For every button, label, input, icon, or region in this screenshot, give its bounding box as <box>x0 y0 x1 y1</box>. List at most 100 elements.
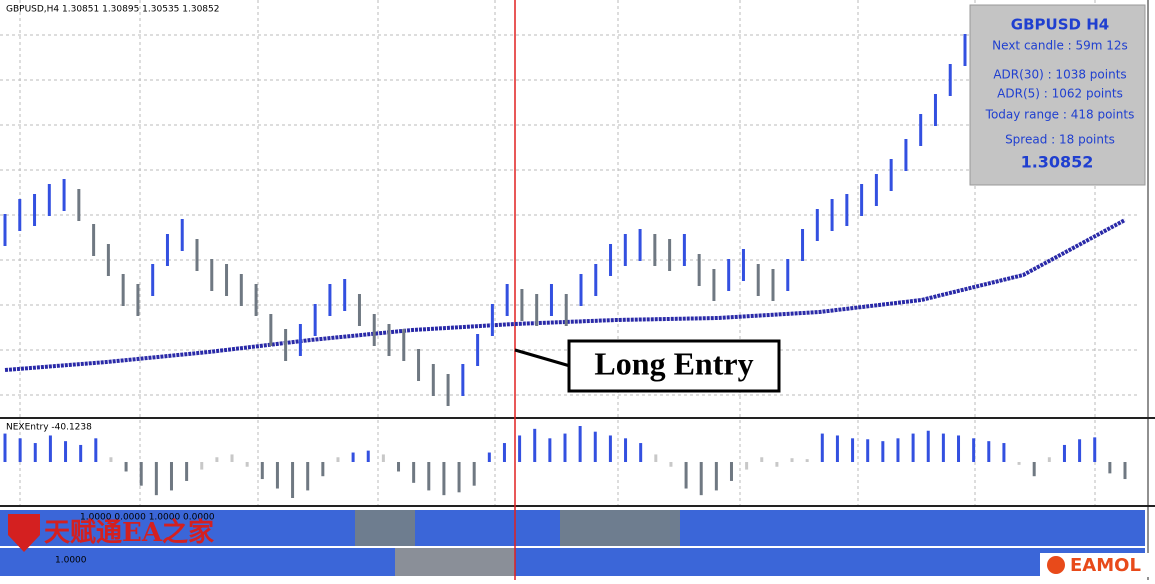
price-bar <box>417 349 421 381</box>
price-bar <box>387 324 391 356</box>
price-bar <box>18 199 22 231</box>
indicator-bar <box>366 450 370 462</box>
price-bar <box>490 304 494 336</box>
indicator-bar <box>578 426 582 462</box>
info-line: ADR(30) : 1038 points <box>993 68 1126 82</box>
indicator-bar <box>336 457 340 462</box>
info-title: GBPUSD H4 <box>1011 16 1109 34</box>
indicator-bar <box>1093 437 1097 462</box>
indicator-bar <box>351 452 355 462</box>
strip-label: 1.0000 <box>55 556 87 566</box>
price-bar <box>106 244 110 276</box>
indicator-bar <box>957 435 961 462</box>
price-bar <box>904 139 908 171</box>
logo: EAMOL <box>1070 555 1141 576</box>
price-bar <box>741 249 745 281</box>
price-bar <box>919 114 923 146</box>
indicator-bar <box>3 433 7 462</box>
indicator-bar <box>1062 444 1066 462</box>
indicator-bar <box>109 457 113 462</box>
strip-label: 1.0000 0.0000 1.0000 0.0000 <box>80 513 215 523</box>
price-bar <box>889 159 893 191</box>
indicator-bar <box>805 459 809 462</box>
price-bar <box>284 329 288 361</box>
indicator-bar <box>548 438 552 462</box>
indicator-bar <box>321 462 325 477</box>
price-bar <box>357 294 361 326</box>
indicator-bar <box>563 433 567 462</box>
signal-strip <box>0 510 1145 576</box>
price-bar <box>963 34 967 66</box>
price-bar <box>151 264 155 296</box>
price-bar <box>195 239 199 271</box>
info-price: 1.30852 <box>1021 153 1094 172</box>
indicator-bar <box>745 462 749 470</box>
indicator-bar <box>790 458 794 462</box>
price-bar <box>239 274 243 306</box>
indicator-bar <box>729 462 733 481</box>
price-bar <box>697 254 701 286</box>
indicator-bar <box>881 441 885 462</box>
indicator-bar <box>472 462 476 486</box>
indicator-bar <box>64 441 68 462</box>
price-bar <box>313 304 317 336</box>
price-bar <box>564 294 568 326</box>
indicator-bar <box>124 462 128 472</box>
indicator-bar <box>639 443 643 462</box>
price-bar <box>225 264 229 296</box>
price-bar <box>786 259 790 291</box>
price-bar <box>3 214 7 246</box>
indicator-bar <box>291 462 295 498</box>
indicator-bar <box>714 462 718 491</box>
info-line: Today range : 418 points <box>985 108 1135 122</box>
price-bar <box>845 194 849 226</box>
indicator-bar <box>306 462 310 491</box>
indicator-bar <box>260 462 264 480</box>
indicator-bar <box>1108 462 1112 474</box>
price-bar <box>92 224 96 256</box>
indicator-bar <box>1047 457 1051 462</box>
indicator-bar <box>684 462 688 489</box>
indicator-bar <box>654 454 658 462</box>
price-bar <box>165 234 169 266</box>
indicator-bar <box>154 462 158 496</box>
price-bar <box>535 294 539 326</box>
indicator-bar <box>185 462 189 481</box>
price-bar <box>402 329 406 361</box>
indicator-bar <box>169 462 173 491</box>
price-bar <box>727 259 731 291</box>
indicator-bar <box>275 462 279 489</box>
indicator-bar <box>18 438 22 462</box>
indicator-bar <box>397 462 401 472</box>
price-bar <box>121 274 125 306</box>
price-bar <box>668 239 672 271</box>
annotation-box <box>567 339 781 393</box>
price-bar <box>520 289 524 321</box>
indicator-bar <box>1017 462 1021 465</box>
price-bar <box>298 324 302 356</box>
price-bar <box>505 284 509 316</box>
price-bar <box>431 364 435 396</box>
indicator-bar <box>487 452 491 462</box>
price-bar <box>254 284 258 316</box>
price-bar <box>860 184 864 216</box>
indicator-bar <box>412 462 416 483</box>
indicator-bar <box>230 454 234 462</box>
indicator-bar <box>760 457 764 462</box>
price-bar <box>638 229 642 261</box>
watermark-icon <box>8 514 40 552</box>
indicator-bar <box>533 428 537 462</box>
indicator-bar <box>381 454 385 462</box>
indicator-bar <box>699 462 703 496</box>
price-bar <box>328 284 332 316</box>
price-bar <box>579 274 583 306</box>
watermark: 天赋通EA之家 <box>44 517 214 548</box>
info-line: Next candle : 59m 12s <box>992 39 1128 53</box>
price-bar <box>343 279 347 311</box>
price-bar <box>874 174 878 206</box>
indicator-bar <box>911 433 915 462</box>
price-bar <box>62 179 66 211</box>
indicator-bar <box>866 439 870 462</box>
annotation: Long Entry <box>594 345 753 381</box>
price-bar <box>771 269 775 301</box>
